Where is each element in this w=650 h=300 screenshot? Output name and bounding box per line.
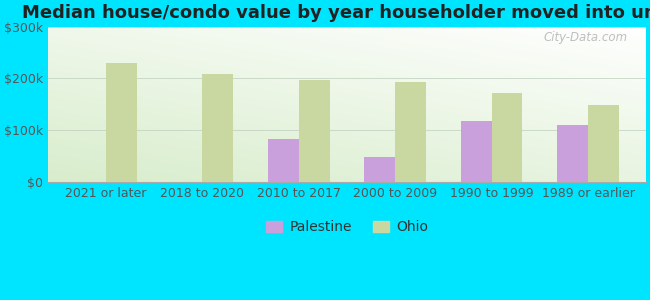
Title: Median house/condo value by year householder moved into unit: Median house/condo value by year househo… [22, 4, 650, 22]
Text: City-Data.com: City-Data.com [544, 31, 628, 44]
Bar [395, 82, 426, 182]
Bar [299, 80, 330, 182]
Bar [491, 93, 523, 182]
Bar [268, 139, 299, 182]
Bar [461, 121, 491, 182]
Bar [202, 74, 233, 182]
Bar [365, 158, 395, 182]
Bar [588, 105, 619, 182]
Bar [106, 63, 137, 182]
Bar [557, 125, 588, 182]
Legend: Palestine, Ohio: Palestine, Ohio [260, 215, 434, 240]
